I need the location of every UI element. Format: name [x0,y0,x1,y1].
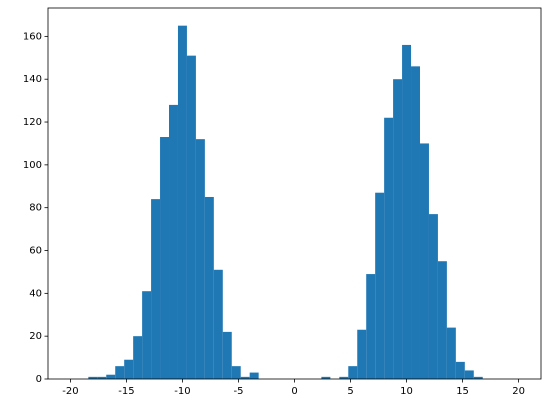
bar [464,370,474,379]
y-tick-label: 140 [23,74,42,85]
bar [177,25,187,380]
bar [348,366,358,379]
x-tick-label: -10 [174,386,190,397]
x-tick-label: 20 [512,386,525,397]
bar [321,376,331,379]
bar [169,104,178,379]
bar [204,196,214,379]
bar [437,261,447,379]
bar [402,44,412,379]
bar [151,199,161,379]
bar [446,327,456,379]
bar [142,291,152,379]
x-tick-label: 10 [400,386,413,397]
bar [249,372,259,379]
y-tick-label: 40 [29,288,42,299]
y-tick-label: 80 [29,203,42,214]
bar [160,137,170,379]
x-tick-label: 5 [347,386,353,397]
x-tick-label: 0 [291,386,297,397]
bar [213,269,223,379]
bar [473,376,483,379]
bar [384,117,394,380]
bar [222,331,232,379]
bar [357,329,367,379]
y-tick-label: 120 [23,117,42,128]
y-tick-label: 60 [29,246,42,257]
y-tick-label: 20 [29,331,42,342]
bar [455,361,465,379]
bar [240,376,250,379]
bar [231,366,241,379]
bar [428,214,438,379]
bar [366,274,376,379]
x-tick-label: 15 [456,386,469,397]
bar [375,192,385,379]
y-tick-label: 0 [36,374,42,385]
bar [186,55,196,380]
bar [419,143,429,379]
bar [393,79,403,379]
bar [97,376,107,379]
bar [124,359,134,379]
plot-frame [47,7,542,380]
x-tick-label: -15 [118,386,134,397]
bar [339,376,349,379]
y-tick-label: 100 [23,160,42,171]
bar [115,366,125,379]
bar [411,66,420,379]
bar [195,139,205,379]
bar [133,336,143,379]
bar [88,376,98,379]
bar [106,374,116,379]
x-tick-label: -5 [233,386,243,397]
y-tick-label: 160 [23,31,42,42]
x-tick-label: -20 [62,386,78,397]
